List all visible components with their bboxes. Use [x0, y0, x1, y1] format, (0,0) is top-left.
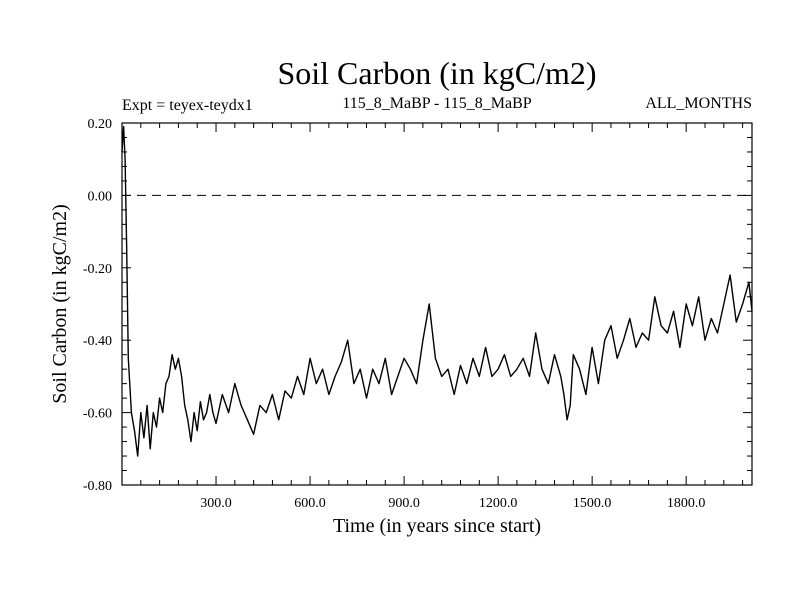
y-tick-label: -0.80	[83, 479, 112, 494]
x-tick-label: 1500.0	[573, 496, 612, 511]
months-label: ALL_MONTHS	[645, 95, 752, 112]
y-axis-label: Soil Carbon (in kgC/m2)	[49, 204, 71, 403]
x-tick-label: 1800.0	[667, 496, 706, 511]
y-tick-label: 0.00	[88, 189, 113, 204]
chart-title: Soil Carbon (in kgC/m2)	[277, 55, 596, 91]
period-label: 115_8_MaBP - 115_8_MaBP	[342, 95, 531, 112]
x-tick-label: 600.0	[294, 496, 326, 511]
x-axis-label: Time (in years since start)	[333, 515, 541, 537]
y-tick-label: -0.20	[83, 262, 112, 277]
y-tick-label: 0.20	[88, 117, 113, 132]
x-tick-label: 1200.0	[479, 496, 518, 511]
plot-frame	[121, 122, 753, 486]
soil-carbon-series-line	[121, 125, 753, 457]
x-tick-label: 900.0	[388, 496, 420, 511]
x-tick-label: 300.0	[200, 496, 232, 511]
y-tick-label: -0.60	[83, 407, 112, 422]
y-tick-label: -0.40	[83, 334, 112, 349]
experiment-label: Expt = teyex-teydx1	[122, 97, 253, 114]
